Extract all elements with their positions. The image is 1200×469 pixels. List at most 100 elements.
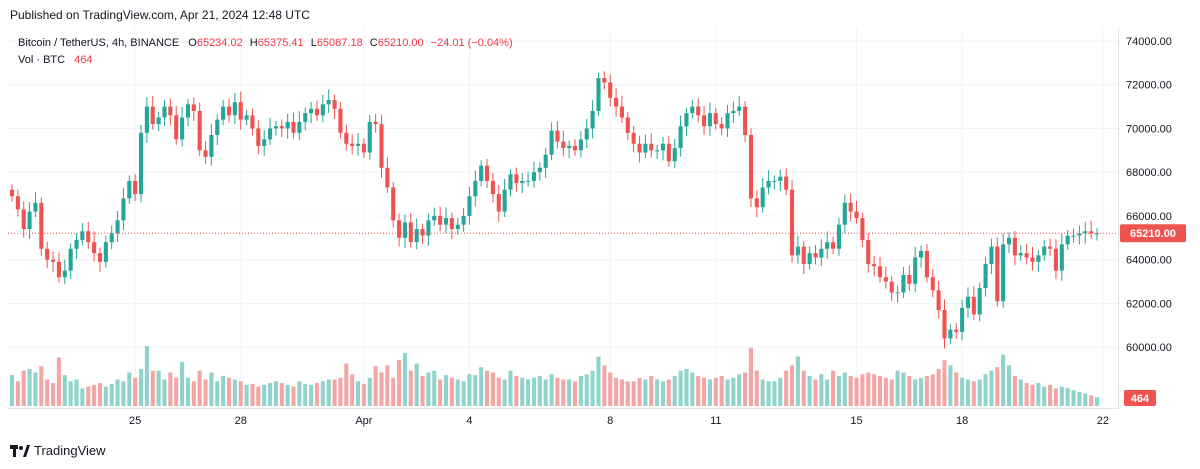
volume-bar: [15, 381, 20, 406]
candle-body: [743, 106, 748, 135]
candle-body: [919, 250, 924, 258]
volume-bar: [619, 379, 624, 406]
candle-body: [479, 165, 484, 181]
volume-bar: [842, 372, 847, 406]
volume-bar: [578, 376, 583, 406]
volume-bar: [895, 370, 900, 406]
legend-high-label: H: [249, 37, 258, 49]
candle-body: [232, 102, 237, 116]
candle-body: [543, 154, 548, 168]
candle-body: [789, 189, 795, 256]
y-tick-label: 70000.00: [1126, 123, 1172, 135]
volume-bar: [191, 381, 196, 406]
volume-bar: [995, 367, 1000, 406]
volume-bar: [772, 381, 777, 406]
volume-bar: [291, 386, 296, 406]
volume-bar: [789, 365, 795, 406]
volume-bar: [960, 377, 965, 406]
candle-body: [332, 100, 337, 109]
volume-bar: [1001, 354, 1006, 406]
candle-body: [203, 150, 208, 157]
volume-bar: [1094, 397, 1100, 406]
volume-bar: [414, 363, 419, 406]
volume-bar: [180, 361, 185, 406]
volume-bar: [203, 379, 208, 406]
volume-bar: [854, 377, 859, 406]
candle-body: [989, 246, 994, 265]
candle-body: [784, 176, 789, 190]
volume-bar: [1036, 383, 1041, 406]
volume-bar: [144, 346, 149, 406]
candle-body: [614, 97, 619, 107]
volume-bar: [983, 374, 988, 406]
candle-body: [514, 174, 519, 184]
candle-body: [92, 242, 97, 254]
candle-body: [414, 229, 419, 243]
candle-body: [68, 248, 73, 271]
candle-body: [15, 196, 20, 210]
volume-bar: [848, 376, 853, 406]
candle-body: [443, 218, 449, 225]
volume-bar: [549, 374, 554, 406]
volume-bar: [825, 379, 830, 406]
candle-body: [1053, 248, 1058, 271]
candle-body: [1071, 235, 1076, 237]
volume-bar: [913, 379, 918, 406]
candle-body: [273, 126, 278, 129]
candle-body: [391, 187, 396, 221]
candle-body: [9, 189, 15, 197]
candle-body: [930, 277, 935, 291]
candle-body: [185, 104, 190, 118]
volume-bar: [766, 381, 771, 406]
candle-body: [80, 231, 85, 240]
volume-bar: [836, 376, 841, 406]
candle-body: [872, 264, 877, 267]
tradingview-brand[interactable]: TradingView: [10, 443, 106, 458]
candle-body: [367, 121, 372, 153]
volume-bar: [660, 381, 666, 406]
volume-bar: [215, 381, 220, 406]
volume-bar: [907, 376, 912, 406]
volume-bar: [1048, 384, 1053, 406]
volume-bar: [443, 375, 449, 406]
candle-body: [426, 220, 431, 236]
volume-bar: [115, 379, 120, 406]
candle-body: [461, 215, 466, 225]
candle-body: [760, 187, 765, 208]
candle-body: [309, 108, 314, 114]
legend-high: 65375.41: [257, 37, 304, 49]
volume-bar: [250, 383, 255, 406]
volume-bar: [643, 379, 648, 406]
candle-body: [355, 143, 361, 146]
candle-body: [496, 194, 501, 212]
volume-bar: [56, 357, 61, 406]
candle-body: [748, 135, 754, 199]
volume-bar: [127, 372, 132, 406]
volume-bar: [97, 383, 103, 406]
y-tick-label: 74000.00: [1126, 36, 1172, 48]
candle-body: [854, 211, 859, 219]
volume-bar: [948, 365, 953, 406]
candle-body: [27, 211, 32, 230]
candle-body: [860, 218, 865, 240]
volume-bar: [965, 379, 971, 406]
candle-body: [526, 180, 531, 182]
candle-body: [168, 106, 173, 116]
x-tick-label: 4: [466, 415, 472, 427]
volume-bar: [707, 379, 712, 406]
volume-bar: [737, 374, 742, 406]
candle-body: [432, 215, 437, 221]
volume-bar: [713, 377, 718, 406]
volume-bar: [1083, 393, 1088, 406]
candle-body: [696, 106, 701, 116]
volume-bar: [297, 381, 302, 406]
volume-bar: [473, 375, 478, 406]
candle-body: [602, 78, 607, 83]
volume-bar: [467, 374, 472, 406]
volume-bar: [831, 370, 836, 406]
candle-body: [754, 198, 759, 208]
x-tick-label: 25: [129, 415, 141, 427]
volume-bar: [860, 374, 865, 406]
volume-bar: [185, 377, 190, 406]
